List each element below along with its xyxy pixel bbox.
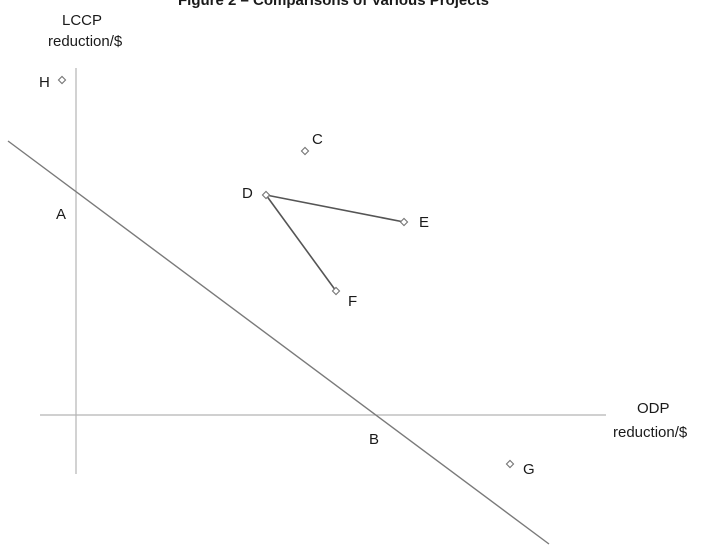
figure-title: Figure 2 – Comparisons of Various Projec…: [178, 0, 489, 9]
point-d-marker: [261, 190, 271, 200]
segment-d-e: [265, 194, 405, 223]
point-e-label: E: [419, 214, 429, 231]
x-axis-label-line2: reduction/$: [613, 424, 688, 441]
y-axis-label-line2: reduction/$: [48, 33, 123, 50]
intercept-a-label: A: [56, 206, 66, 223]
point-h-label: H: [39, 74, 50, 91]
point-f-marker: [331, 286, 341, 296]
point-g-label: G: [523, 461, 535, 478]
point-d-label: D: [242, 185, 253, 202]
indifference-line: [7, 140, 550, 545]
point-h-marker: [57, 75, 67, 85]
x-axis-label-line1: ODP: [637, 400, 670, 417]
segment-d-f: [265, 194, 337, 292]
point-e-marker: [399, 217, 409, 227]
point-c-marker: [300, 146, 310, 156]
intercept-b-label: B: [369, 431, 379, 448]
point-c-label: C: [312, 131, 323, 148]
y-axis-label-line1: LCCP: [62, 12, 102, 29]
point-f-label: F: [348, 293, 357, 310]
point-g-marker: [505, 459, 515, 469]
